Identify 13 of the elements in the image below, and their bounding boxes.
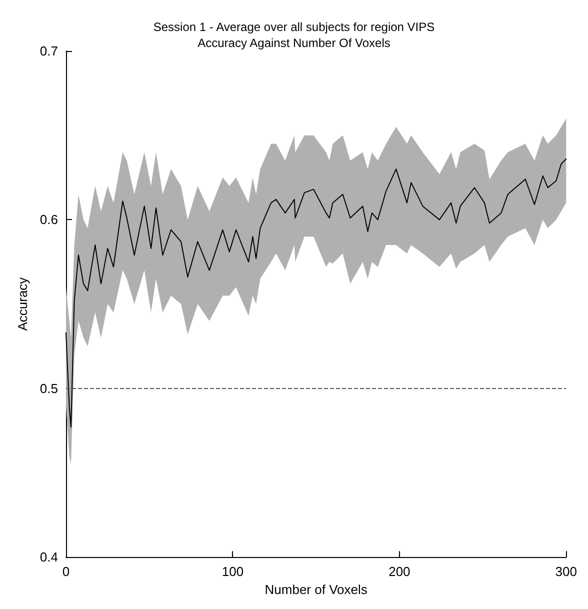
chart-title: Session 1 - Average over all subjects for region VIPS <box>153 20 435 34</box>
x-axis-title: Number of Voxels <box>264 582 368 597</box>
x-tick-label: 300 <box>555 564 578 580</box>
line-series <box>65 158 567 428</box>
x-tick-label: 200 <box>388 564 410 580</box>
y-tick-label: 0.6 <box>40 212 58 228</box>
x-tick-label: 100 <box>222 564 244 580</box>
chart-subtitle: Accuracy Against Number Of Voxels <box>198 36 390 50</box>
y-tick-label: 0.4 <box>40 550 58 565</box>
y-tick-label: 0.7 <box>40 44 58 58</box>
y-tick-label: 0.5 <box>40 380 58 396</box>
y-axis-title: Accuracy <box>15 276 30 331</box>
x-tick-label: 0 <box>62 564 70 580</box>
